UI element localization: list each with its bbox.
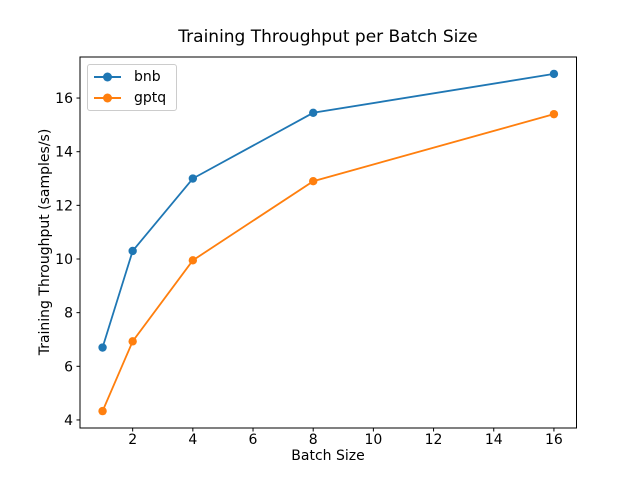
x-tick-label: 6	[249, 432, 258, 448]
data-point-gptq	[549, 109, 559, 119]
legend-label: bnb	[134, 69, 161, 85]
x-tick-label: 10	[364, 432, 382, 448]
y-axis-label: Training Throughput (samples/s)	[37, 128, 53, 356]
legend-item-gptq: gptq	[94, 88, 176, 109]
legend-item-bnb: bnb	[94, 67, 176, 88]
x-tick-label: 12	[425, 432, 443, 448]
data-point-gptq	[128, 337, 137, 346]
data-point-bnb	[128, 246, 137, 256]
x-tick-label: 8	[309, 432, 318, 448]
y-tick-label: 10	[55, 252, 73, 268]
legend-sample-marker	[103, 72, 112, 82]
legend: bnb gptq	[87, 64, 177, 111]
data-point-bnb	[98, 343, 107, 352]
y-tick-label: 12	[55, 198, 73, 214]
data-point-gptq	[188, 256, 198, 265]
x-axis-label: Batch Size	[291, 448, 365, 464]
y-tick-label: 8	[64, 306, 73, 322]
x-tick-label: 4	[188, 432, 197, 448]
data-point-bnb	[188, 174, 198, 183]
x-tick-label: 16	[545, 432, 563, 448]
legend-label: gptq	[134, 90, 167, 106]
chart-title: Training Throughput per Batch Size	[178, 27, 478, 47]
series-line-bnb	[101, 73, 555, 348]
y-tick-label: 4	[64, 413, 73, 429]
data-point-bnb	[549, 69, 559, 79]
y-tick-label: 6	[64, 359, 73, 375]
x-tick-label: 14	[485, 432, 503, 448]
data-point-gptq	[309, 177, 318, 186]
y-tick-label: 14	[55, 145, 73, 161]
data-point-gptq	[98, 406, 107, 416]
legend-line-marker-icon	[94, 72, 121, 82]
legend-sample-marker	[103, 93, 112, 103]
axes-frame	[79, 56, 577, 429]
legend-line-marker-icon	[94, 93, 121, 103]
data-point-bnb	[309, 108, 318, 117]
series-line-gptq	[101, 113, 555, 412]
y-tick-label: 16	[55, 91, 73, 107]
x-tick-label: 2	[128, 432, 137, 448]
